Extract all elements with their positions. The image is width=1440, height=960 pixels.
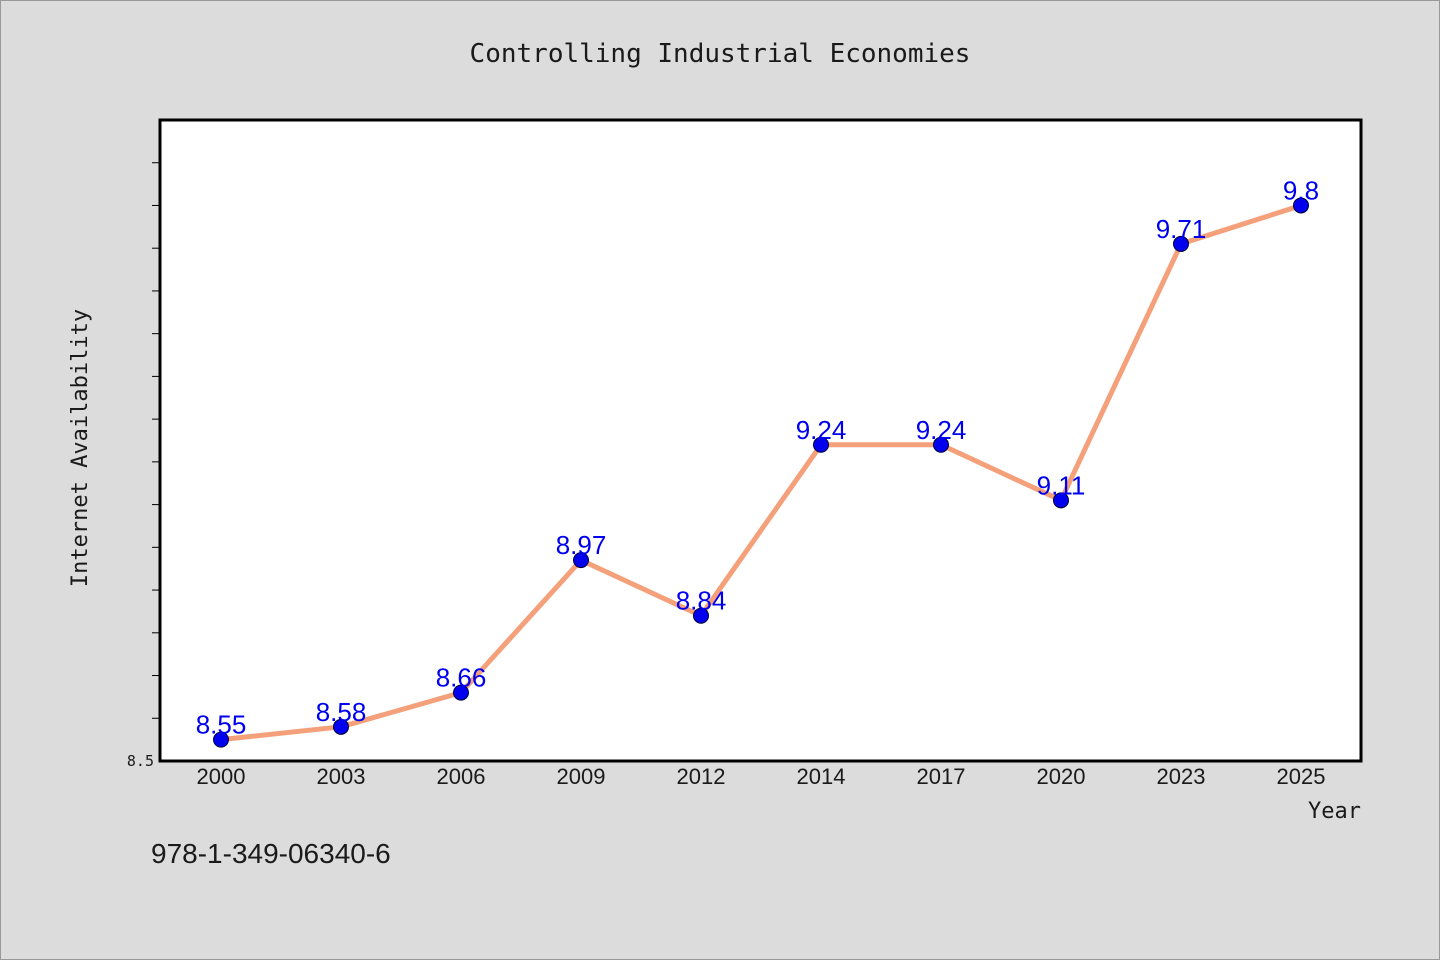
data-point [1173, 235, 1189, 252]
data-point [1053, 492, 1069, 509]
x-axis-label: Year [1308, 799, 1361, 824]
x-tick-label: 2014 [797, 764, 846, 789]
data-label: 8.66 [436, 663, 487, 693]
data-label: 8.97 [556, 530, 607, 560]
data-point [453, 684, 469, 701]
data-label: 8.84 [676, 586, 727, 616]
x-tick-label: 2006 [437, 764, 486, 789]
data-label: 9.24 [916, 415, 967, 445]
x-tick-label: 2020 [1037, 764, 1086, 789]
data-point [1293, 197, 1309, 214]
data-label: 9.11 [1037, 470, 1086, 500]
data-point [933, 436, 949, 453]
data-label: 8.55 [196, 710, 247, 740]
y-axis-ticks [152, 162, 160, 719]
x-tick-label: 2003 [317, 764, 366, 789]
data-markers [213, 197, 1309, 748]
y-axis-label: Internet Availability [68, 309, 93, 587]
x-tick-label: 2025 [1277, 764, 1326, 789]
data-label: 9.71 [1156, 214, 1207, 244]
data-labels: 8.55 8.58 8.66 8.97 8.84 9.24 9.24 9.11 9.71 9.8 [196, 175, 1319, 739]
isbn-footnote: 978-1-349-06340-6 [151, 838, 391, 869]
y-tick-label: 8.5 [127, 752, 154, 770]
data-point [333, 718, 349, 735]
x-tick-label: 2009 [557, 764, 606, 789]
series-line-group [218, 202, 1304, 743]
x-tick-label: 2017 [917, 764, 966, 789]
chart-title: Controlling Industrial Economies [470, 39, 971, 69]
data-label: 9.24 [796, 415, 847, 445]
data-point [213, 731, 229, 748]
data-point [813, 436, 829, 453]
plot-area [158, 118, 1363, 763]
x-tick-label: 2000 [197, 764, 246, 789]
data-point [693, 607, 709, 624]
x-tick-label: 2023 [1157, 764, 1206, 789]
x-tick-label: 2012 [677, 764, 726, 789]
data-label: 8.58 [316, 697, 367, 727]
data-point [573, 552, 589, 569]
data-label: 9.8 [1283, 175, 1319, 205]
series-line [218, 202, 1304, 743]
x-axis-tick-labels: 2000 2003 2006 2009 2012 2014 2017 2020 2023 2025 [197, 764, 1326, 789]
